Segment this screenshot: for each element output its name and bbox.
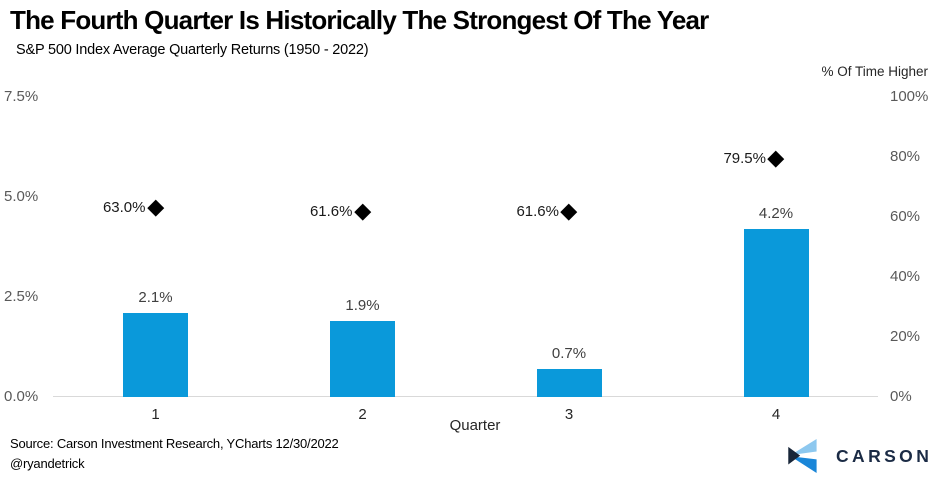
left-axis-tick: 7.5%: [4, 88, 39, 105]
right-axis-tick: 80%: [890, 148, 921, 165]
x-axis-baseline: [53, 396, 878, 397]
x-axis-label: Quarter: [449, 417, 501, 434]
left-axis-tick: 0.0%: [4, 388, 39, 405]
twitter-handle: @ryandetrick: [10, 456, 85, 471]
diamond-marker: [767, 150, 785, 167]
bar-q4: [743, 229, 809, 397]
bar-q2: [330, 321, 395, 397]
right-axis-title: % Of Time Higher: [821, 64, 928, 79]
diamond-marker: [560, 204, 578, 221]
source-note: Source: Carson Investment Research, YCha…: [10, 436, 339, 451]
right-axis-tick: 60%: [890, 208, 921, 225]
bar-q1: [123, 313, 188, 397]
bar-value-label: 4.2%: [758, 205, 794, 222]
carson-logo: CARSON: [788, 438, 929, 474]
diamond-marker: [147, 199, 164, 217]
bar-value-label: 1.9%: [345, 297, 380, 314]
marker-value-label: 63.0%: [102, 199, 146, 216]
right-axis-tick: 0%: [890, 388, 912, 405]
x-axis-tick: 4: [771, 406, 781, 423]
right-axis-tick: 100%: [890, 88, 929, 105]
bar-value-label: 2.1%: [138, 289, 173, 306]
x-axis-tick: 1: [151, 406, 160, 423]
bar-value-label: 0.7%: [551, 345, 587, 362]
marker-value-label: 61.6%: [309, 203, 353, 221]
x-axis-tick: 3: [564, 406, 574, 423]
bar-q3: [536, 369, 602, 397]
x-axis-tick: 2: [358, 406, 367, 423]
carson-logo-icon: [788, 439, 817, 473]
left-axis-tick: 5.0%: [4, 188, 39, 205]
chart-title: The Fourth Quarter Is Historically The S…: [10, 5, 709, 35]
right-axis-tick: 40%: [890, 268, 921, 285]
marker-value-label: 61.6%: [516, 203, 559, 221]
carson-logo-text: CARSON: [836, 446, 933, 466]
marker-value-label: 79.5%: [723, 149, 766, 167]
right-axis-tick: 20%: [890, 328, 921, 345]
left-axis-tick: 2.5%: [4, 288, 39, 305]
diamond-marker: [354, 204, 371, 221]
chart-subtitle: S&P 500 Index Average Quarterly Returns …: [16, 42, 369, 58]
